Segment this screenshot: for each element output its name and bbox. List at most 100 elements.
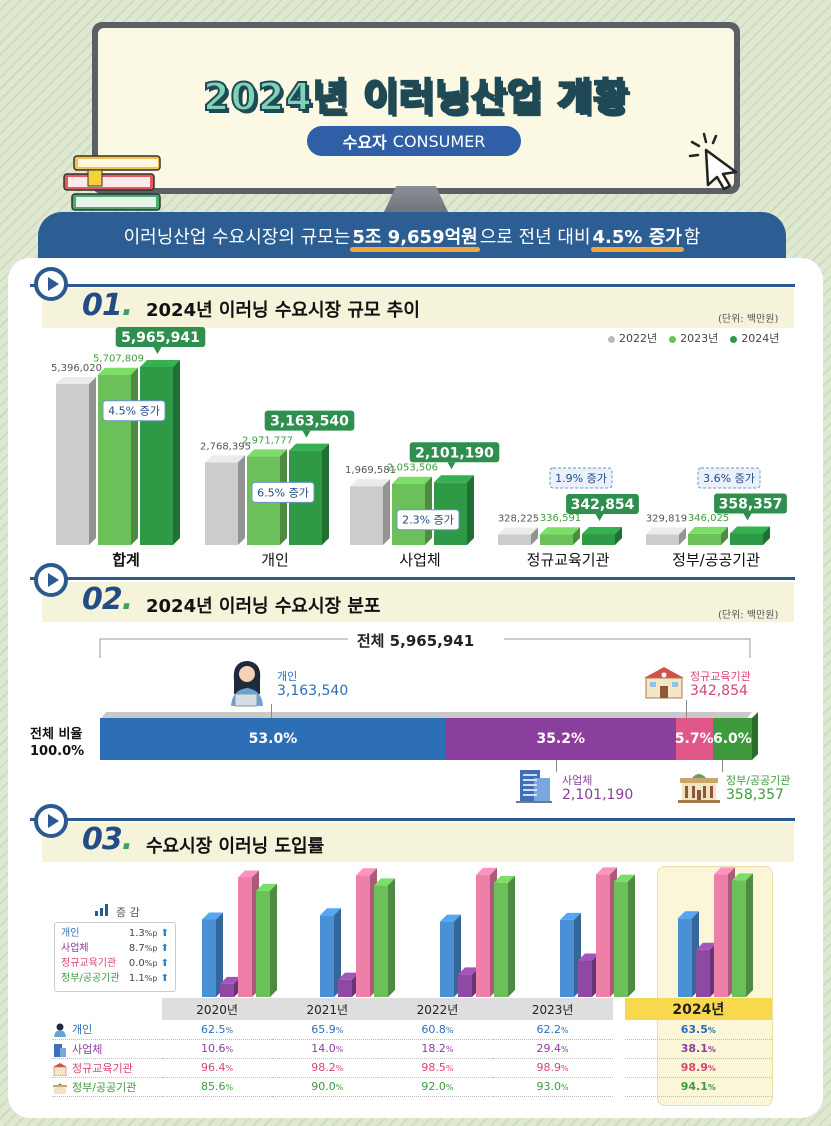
leader-line — [722, 760, 723, 772]
school-icon — [644, 667, 684, 699]
value-label: 346,025 — [688, 513, 729, 524]
play-icon — [34, 563, 68, 597]
table-cell: 93.0% — [492, 1077, 619, 1097]
stack-segment-label: 35.2% — [536, 731, 586, 747]
banner-text-mid: 으로 전년 대비 — [479, 227, 591, 248]
books-icon — [63, 155, 161, 211]
banner-highlight-growth: 4.5% 증가 — [590, 223, 685, 252]
adoption-bar-1-1 — [338, 972, 359, 997]
adoption-bar-0-2 — [238, 870, 259, 997]
value-label-2024: 342,854 — [571, 497, 635, 513]
dist-amount-individual: 3,163,540 — [277, 683, 349, 699]
value-badge-pointer — [302, 430, 311, 438]
dist-name-education: 정규교육기관 — [690, 670, 751, 683]
table-cell: 98.9% — [618, 1058, 772, 1078]
table-cell: 18.2% — [382, 1039, 493, 1059]
adoption-bar-0-3 — [256, 883, 277, 997]
adoption-bar-3-2 — [596, 867, 617, 997]
government-icon — [52, 1081, 68, 1095]
play-icon — [34, 804, 68, 838]
adoption-bar-3-3 — [614, 874, 635, 997]
stack-segment-1: 35.2% — [445, 718, 676, 760]
value-label: 2,053,506 — [387, 463, 438, 474]
up-arrow-icon: ⬆ — [157, 943, 169, 954]
ratio-label-line1: 전체 비율 — [30, 727, 83, 742]
bar-0-1 — [98, 367, 138, 545]
category-label: 개인 — [261, 551, 289, 569]
monitor-frame: 2024년 이러닝산업 개황 수요자 CONSUMER — [92, 22, 740, 194]
increase-row: 사업체 8.7%p ⬆ — [61, 941, 169, 956]
bar-3-0 — [498, 527, 538, 545]
increase-name: 개인 — [61, 928, 80, 939]
distribution-stack-bar: 53.0% 35.2% 5.7% 6.0% — [100, 718, 752, 760]
table-cell: 94.1% — [618, 1077, 772, 1097]
value-label: 1,969,581 — [345, 465, 396, 476]
category-label: 정부/공공기관 — [672, 551, 760, 569]
dist-label-business: 사업체 2,101,190 — [562, 774, 633, 802]
increase-value: 0.0%p ⬆ — [128, 958, 169, 969]
section3-number-text: 03 — [82, 822, 123, 857]
section2-number: 02. — [82, 582, 133, 617]
growth-label: 2.3% 증가 — [402, 514, 454, 527]
table-row: 개인 62.5% 65.9% 60.8% 62.2% 63.5% — [52, 1020, 772, 1040]
section1-title: 2024년 이러닝 수요시장 규모 추이 — [146, 300, 420, 321]
bar-0-2 — [140, 360, 180, 545]
table-row: 정규교육기관 96.4% 98.2% 98.5% 98.9% 98.9% — [52, 1058, 772, 1078]
adoption-bar-4-1 — [696, 942, 717, 997]
adoption-bar-3-1 — [578, 953, 599, 997]
value-badge — [409, 442, 500, 463]
legend-label-2023: 2023년 — [680, 332, 719, 345]
adoption-bar-2-0 — [440, 914, 461, 997]
table-series-name: 개인 — [72, 1023, 93, 1037]
value-label: 329,819 — [646, 513, 687, 524]
section1-unit: (단위: 백만원) — [718, 314, 779, 325]
section1-divider — [30, 284, 795, 287]
subtitle-pill: 수요자 CONSUMER — [307, 126, 521, 156]
dist-label-education: 정규교육기관 342,854 — [690, 670, 751, 698]
banner-highlight-amount: 5조 9,659억원 — [350, 223, 481, 252]
table-cell: 92.0% — [382, 1077, 493, 1097]
increase-row: 정부/공공기관 1.1%p ⬆ — [61, 971, 169, 986]
table-cell: 63.5% — [618, 1020, 772, 1040]
section3-header — [42, 822, 794, 862]
adoption-bar-0-1 — [220, 976, 241, 997]
table-cell: 60.8% — [382, 1020, 493, 1040]
dist-label-government: 정부/공공기관 358,357 — [726, 774, 790, 802]
value-label: 336,591 — [540, 513, 581, 524]
table-year-header: 2022년 — [382, 998, 493, 1020]
growth-label: 1.9% 증가 — [555, 472, 607, 485]
government-building-icon — [678, 774, 720, 803]
table-cell: 62.5% — [162, 1020, 273, 1040]
ratio-label: 전체 비율 100.0% — [30, 726, 84, 760]
increase-value: 1.3%p ⬆ — [128, 928, 169, 939]
subtitle-en: CONSUMER — [392, 131, 486, 151]
stack-segment-label: 5.7% — [674, 731, 714, 747]
value-badge — [264, 410, 355, 431]
table-cell: 10.6% — [162, 1039, 273, 1059]
leader-line — [686, 700, 687, 718]
stack-segment-0: 53.0% — [100, 718, 446, 760]
leader-line — [556, 760, 557, 772]
bar-3-2 — [582, 527, 622, 545]
dist-label-individual: 개인 3,163,540 — [277, 670, 348, 698]
section2-number-text: 02 — [82, 582, 123, 617]
stack-side — [752, 712, 758, 760]
table-cell: 38.1% — [618, 1039, 772, 1059]
value-label: 2,971,777 — [242, 435, 293, 446]
person-icon — [52, 1023, 68, 1038]
table-year-header: 2021년 — [272, 998, 383, 1020]
section3-divider — [30, 818, 795, 821]
section3-number: 03. — [82, 822, 133, 857]
table-row: 정부/공공기관 85.6% 90.0% 92.0% 93.0% 94.1% — [52, 1077, 772, 1097]
section2-unit: (단위: 백만원) — [718, 610, 779, 621]
table-cell: 98.9% — [492, 1058, 619, 1078]
increase-name: 정부/공공기관 — [61, 973, 120, 984]
dist-name-government: 정부/공공기관 — [726, 774, 791, 787]
adoption-bar-4-0 — [678, 911, 699, 997]
monitor-screen: 2024년 이러닝산업 개황 수요자 CONSUMER — [98, 28, 734, 188]
dist-amount-education: 342,854 — [690, 683, 748, 699]
leader-line — [271, 704, 272, 718]
growth-badge — [251, 481, 315, 503]
